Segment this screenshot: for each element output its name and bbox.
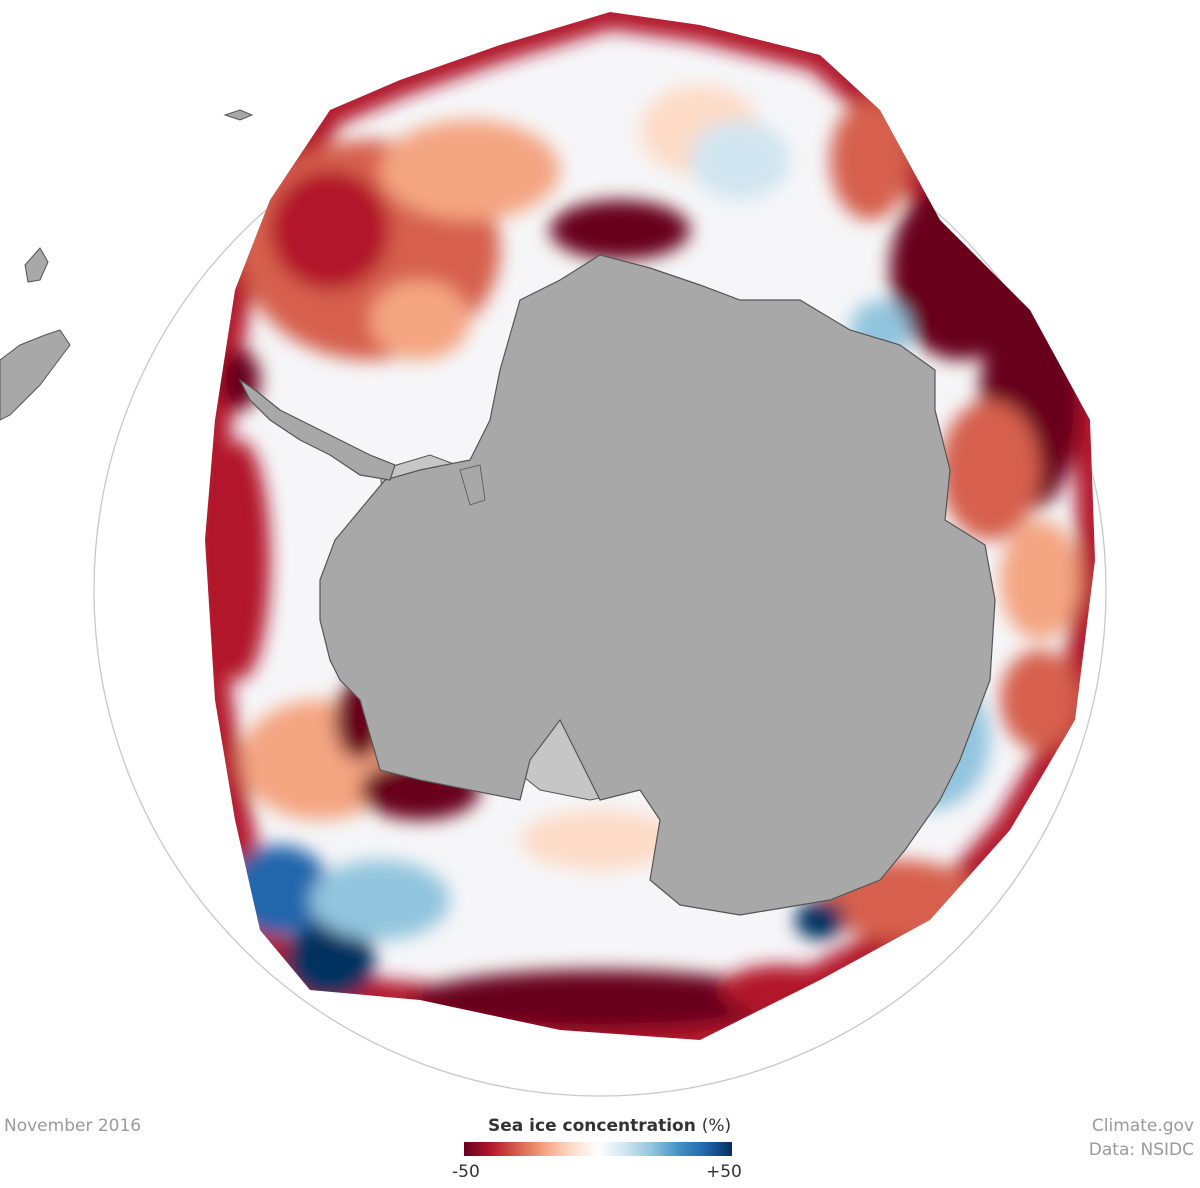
legend-unit: (%) (701, 1116, 732, 1136)
antarctica-land (238, 254, 996, 916)
antarctic-peninsula (238, 378, 396, 481)
south-america-tip (0, 109, 254, 421)
credit-data: Data: NSIDC (1088, 1140, 1194, 1160)
legend-max-label: +50 (706, 1162, 742, 1182)
date-label: November 2016 (4, 1116, 142, 1136)
legend-title: Sea ice concentration (%) (488, 1116, 731, 1136)
sea-ice-anomaly-field (205, 12, 1095, 1040)
antarctica-continent (319, 254, 996, 916)
legend-color-bar (464, 1142, 732, 1156)
credit-source: Climate.gov (1091, 1116, 1194, 1136)
legend-min-label: -50 (452, 1162, 480, 1182)
legend-title-text: Sea ice concentration (488, 1116, 696, 1136)
